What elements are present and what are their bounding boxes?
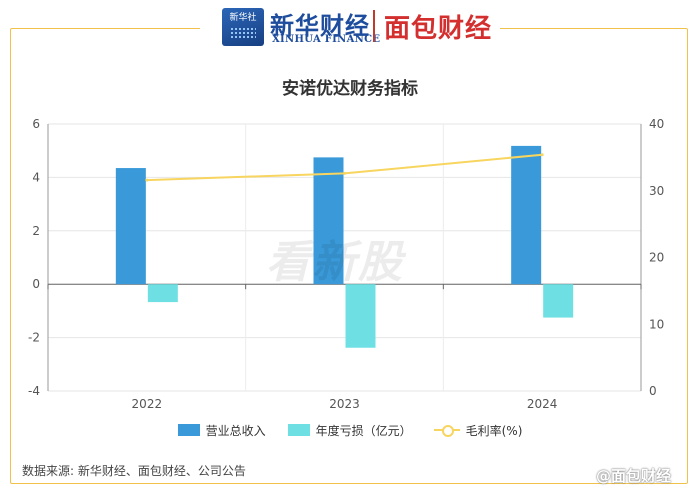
xinhua-finance-logo: 新华财经 <box>270 11 370 40</box>
bar-loss <box>147 284 178 303</box>
legend-line-margin <box>433 424 460 437</box>
xinhua-badge-logo: 新华社 <box>222 8 264 46</box>
legend-label-loss: 年度亏损（亿元） <box>315 423 412 438</box>
legend-item-margin[interactable]: 毛利率(%) <box>433 422 523 439</box>
xinhua-finance-en: XINHUA FINANCE <box>272 34 381 45</box>
y-left-tick-label: 4 <box>32 170 40 184</box>
x-tick-label: 2024 <box>527 397 558 411</box>
legend-swatch-loss <box>287 424 310 436</box>
chart-legend: 营业总收入 年度亏损（亿元） 毛利率(%) <box>0 421 700 439</box>
y-left-tick-label: -4 <box>28 384 40 398</box>
point-margin <box>343 171 346 175</box>
y-left-tick-label: 2 <box>32 224 40 238</box>
bar-revenue <box>313 157 344 285</box>
mianbao-finance-logo: 面包财经 <box>384 14 493 44</box>
xinhua-badge-text: 新华社 <box>229 13 257 23</box>
bar-revenue <box>511 145 542 285</box>
point-margin <box>540 153 544 157</box>
legend-label-revenue: 营业总收入 <box>205 423 266 438</box>
line-margin <box>146 153 543 182</box>
legend-item-revenue[interactable]: 营业总收入 <box>177 422 266 439</box>
legend-item-loss[interactable]: 年度亏损（亿元） <box>287 422 412 439</box>
legend-swatch-revenue <box>177 424 200 436</box>
y-left-tick-label: 6 <box>32 117 40 131</box>
y-right-tick-label: 0 <box>649 384 657 398</box>
watermark-text: 看新股 <box>266 237 404 288</box>
bar-loss <box>345 284 376 348</box>
data-source-note: 数据来源: 新华财经、面包财经、公司公告 <box>22 464 246 478</box>
bar-revenue <box>115 168 146 285</box>
x-tick-label: 2023 <box>329 397 360 411</box>
weibo-watermark: @面包财经 <box>596 467 672 485</box>
y-right-tick-label: 40 <box>649 117 664 131</box>
y-left-tick-label: 0 <box>32 277 40 291</box>
point-margin <box>145 178 149 182</box>
x-tick-label: 2022 <box>132 397 163 411</box>
y-right-tick-label: 30 <box>649 184 664 198</box>
logo-divider <box>373 10 375 42</box>
y-left-tick-label: -2 <box>28 331 40 345</box>
y-right-tick-label: 20 <box>649 251 664 265</box>
globe-icon <box>230 27 256 39</box>
chart-title: 安诺优达财务指标 <box>282 79 418 99</box>
bar-loss <box>543 284 574 318</box>
y-right-tick-label: 10 <box>649 317 664 331</box>
legend-label-margin: 毛利率(%) <box>465 423 523 438</box>
